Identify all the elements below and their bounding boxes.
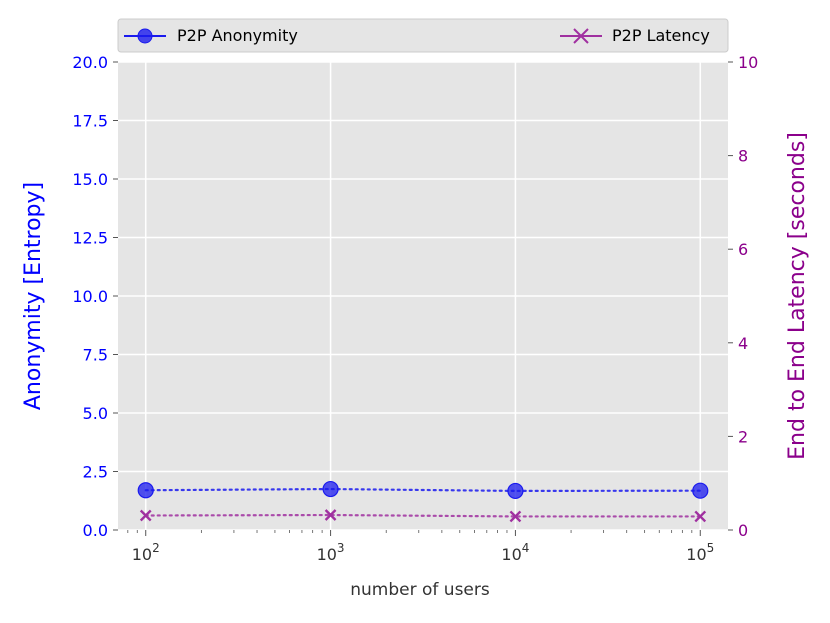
left-y-tick-label: 5.0 xyxy=(83,404,108,423)
legend-marker-latency xyxy=(573,28,589,44)
right-y-tick-label: 0 xyxy=(738,521,748,540)
x-tick-label: 104 xyxy=(501,541,529,564)
left-y-axis-title: Anonymity [Entropy] xyxy=(21,182,46,410)
x-tick-label: 103 xyxy=(317,541,345,564)
left-y-tick-label: 7.5 xyxy=(83,346,108,365)
data-point-latency xyxy=(324,509,337,521)
right-y-tick-label: 2 xyxy=(738,427,748,446)
legend-item-latency: P2P Latency xyxy=(560,26,710,45)
left-y-axis: 0.0 2.5 5.0 7.5 10.0 12.5 15.0 17.5 20.0 xyxy=(72,53,118,540)
x-tick-label: 105 xyxy=(686,541,714,564)
x-tick-label: 102 xyxy=(132,541,160,564)
plot-area xyxy=(118,61,728,533)
right-y-tick-label: 4 xyxy=(738,334,748,353)
right-y-tick-label: 8 xyxy=(738,147,748,166)
x-axis-title: number of users xyxy=(350,580,490,600)
left-y-tick-label: 10.0 xyxy=(72,287,108,306)
legend-box xyxy=(117,18,729,53)
right-y-axis: 0 2 4 6 8 10 xyxy=(728,53,758,540)
x-minor-ticks xyxy=(127,530,693,533)
left-y-tick-label: 0.0 xyxy=(83,521,108,540)
legend: P2P Anonymity P2P Latency xyxy=(117,18,729,53)
legend-item-anonymity: P2P Anonymity xyxy=(124,26,298,45)
right-y-tick-label: 6 xyxy=(738,240,748,259)
data-point-latency xyxy=(694,510,707,523)
data-point-latency xyxy=(139,509,152,522)
right-y-axis-title: End to End Latency [seconds] xyxy=(785,132,810,460)
grid-lines xyxy=(118,61,728,531)
legend-marker-anonymity xyxy=(137,28,153,44)
series-line-anonymity xyxy=(144,487,702,493)
right-y-tick-label: 10 xyxy=(738,53,758,72)
left-y-tick-label: 17.5 xyxy=(72,112,108,131)
data-point-anonymity xyxy=(507,482,524,500)
left-y-tick-label: 20.0 xyxy=(72,53,108,72)
legend-label-latency: P2P Latency xyxy=(612,26,710,45)
series-line-latency xyxy=(144,513,702,518)
data-point-anonymity xyxy=(322,480,339,498)
data-point-latency xyxy=(509,510,522,523)
legend-label-anonymity: P2P Anonymity xyxy=(177,26,298,45)
x-axis: 102 103 104 105 xyxy=(132,530,714,564)
data-point-anonymity xyxy=(137,482,154,499)
left-y-tick-label: 15.0 xyxy=(72,170,108,189)
left-y-tick-label: 2.5 xyxy=(83,463,108,482)
series-layer xyxy=(137,480,709,523)
data-point-anonymity xyxy=(692,482,709,499)
left-y-tick-label: 12.5 xyxy=(72,229,108,248)
